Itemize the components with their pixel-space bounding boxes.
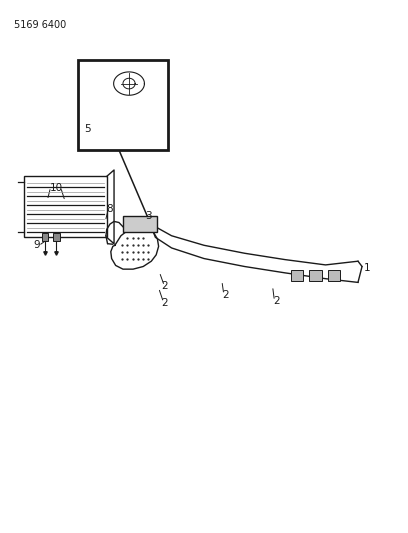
- Text: 10: 10: [50, 183, 63, 193]
- Text: 5: 5: [84, 124, 91, 134]
- Bar: [53, 232, 60, 241]
- Bar: [78, 60, 168, 150]
- Bar: [291, 270, 303, 281]
- Text: 2: 2: [162, 297, 168, 308]
- Text: 5169 6400: 5169 6400: [13, 20, 66, 30]
- Bar: [123, 216, 157, 232]
- Text: 8: 8: [107, 204, 113, 214]
- Bar: [328, 270, 340, 281]
- Bar: [309, 270, 322, 281]
- Text: 2: 2: [222, 289, 229, 300]
- Text: 2: 2: [162, 281, 168, 291]
- Bar: [24, 176, 107, 237]
- Text: 9: 9: [33, 240, 40, 251]
- Text: 3: 3: [145, 211, 152, 221]
- Text: 1: 1: [364, 263, 371, 273]
- Bar: [42, 232, 49, 241]
- Text: 2: 2: [273, 296, 279, 306]
